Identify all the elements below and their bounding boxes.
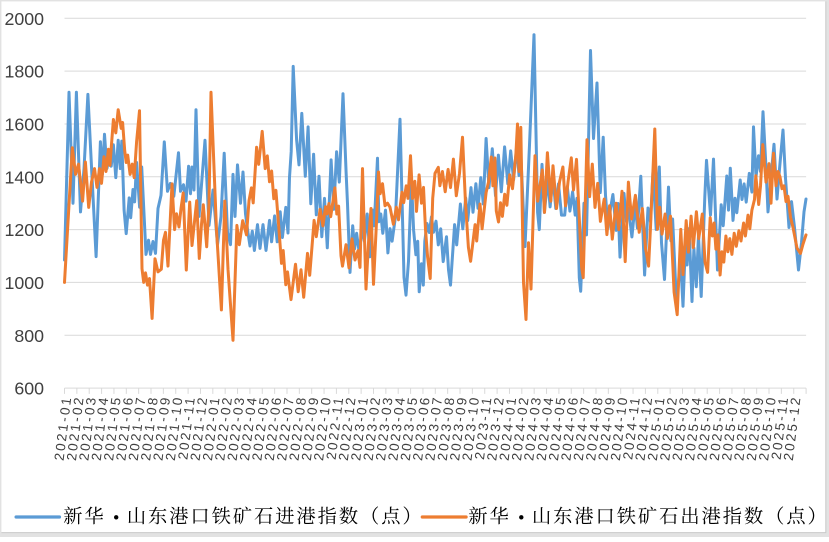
svg-text:1000: 1000 bbox=[4, 273, 44, 293]
svg-text:600: 600 bbox=[14, 379, 44, 399]
svg-text:1800: 1800 bbox=[4, 62, 44, 82]
svg-text:2000: 2000 bbox=[4, 9, 44, 29]
svg-text:1400: 1400 bbox=[4, 167, 44, 187]
svg-text:800: 800 bbox=[14, 326, 44, 346]
svg-text:1200: 1200 bbox=[4, 220, 44, 240]
svg-text:1600: 1600 bbox=[4, 115, 44, 135]
